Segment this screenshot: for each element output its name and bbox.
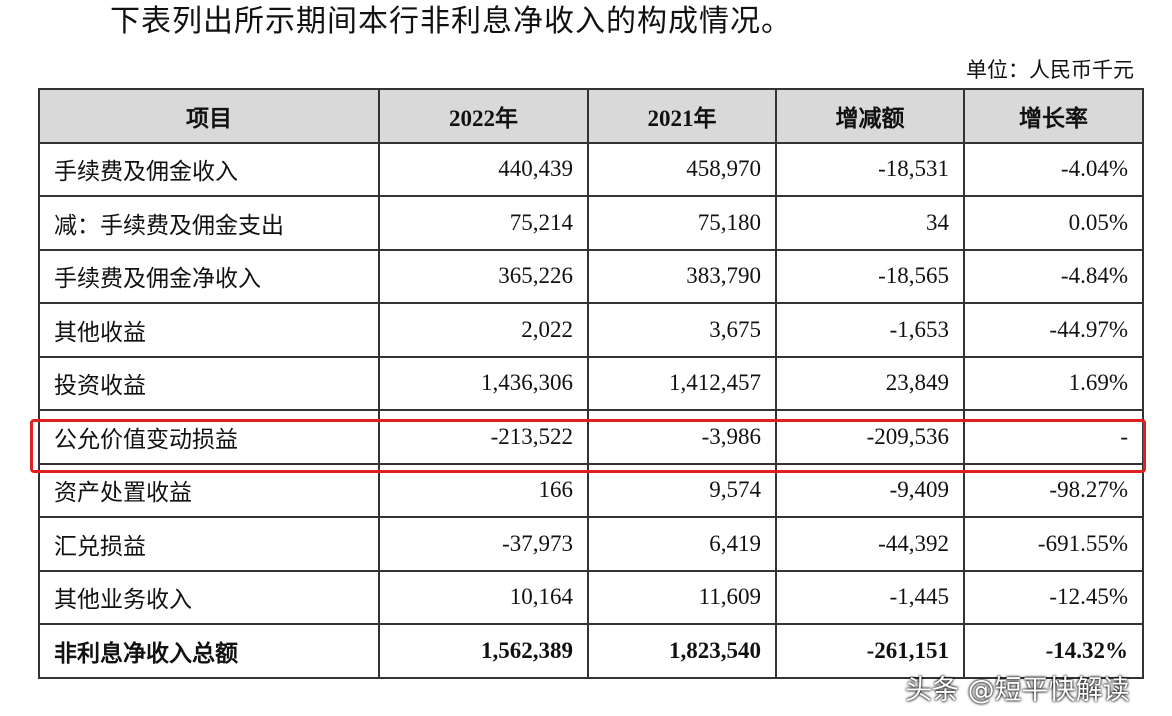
table-row: 非利息净收入总额 1,562,389 1,823,540 -261,151 -14.32… xyxy=(38,623,1144,679)
cell: 11,609 xyxy=(587,569,777,625)
cell: -18,531 xyxy=(775,141,965,197)
cell: 6,419 xyxy=(587,516,777,572)
header-row: 项目 2022年 2021年 增减额 增长率 xyxy=(38,88,1144,144)
cell: -44,392 xyxy=(775,516,965,572)
row-label: 手续费及佣金净收入 xyxy=(38,248,380,304)
cell: - xyxy=(963,409,1144,465)
title: 下表列出所示期间本行非利息净收入的构成情况。 xyxy=(110,5,792,38)
watermark: 头条 @短平快解读 xyxy=(905,675,1130,706)
cell: 383,790 xyxy=(587,248,777,304)
cell: 1.69% xyxy=(963,355,1144,411)
cell: -4.84% xyxy=(963,248,1144,304)
cell: 75,214 xyxy=(378,195,589,251)
cell: -18,565 xyxy=(775,248,965,304)
column-header: 增长率 xyxy=(963,88,1144,144)
cell: 440,439 xyxy=(378,141,589,197)
table-row: 汇兑损益 -37,973 6,419 -44,392 -691.55% xyxy=(38,516,1144,572)
unit: 单位：人民币千元 xyxy=(966,58,1134,82)
cell: 1,412,457 xyxy=(587,355,777,411)
table-row: 投资收益 1,436,306 1,412,457 23,849 1.69% xyxy=(38,355,1144,411)
cell: -14.32% xyxy=(963,623,1144,679)
table-row: 手续费及佣金收入 440,439 458,970 -18,531 -4.04% xyxy=(38,141,1144,197)
cell: -691.55% xyxy=(963,516,1144,572)
cell: 23,849 xyxy=(775,355,965,411)
column-header: 2022年 xyxy=(378,88,589,144)
row-label: 手续费及佣金收入 xyxy=(38,141,380,197)
column-header: 项目 xyxy=(38,88,380,144)
cell: -37,973 xyxy=(378,516,589,572)
table-row: 手续费及佣金净收入 365,226 383,790 -18,565 -4.84% xyxy=(38,248,1144,304)
table-row: 减：手续费及佣金支出 75,214 75,180 34 0.05% xyxy=(38,195,1144,251)
column-header: 2021年 xyxy=(587,88,777,144)
cell: 1,562,389 xyxy=(378,623,589,679)
row-label: 其他收益 xyxy=(38,302,380,358)
cell: -44.97% xyxy=(963,302,1144,358)
cell: 3,675 xyxy=(587,302,777,358)
cell: 0.05% xyxy=(963,195,1144,251)
row-label: 汇兑损益 xyxy=(38,516,380,572)
cell: -1,445 xyxy=(775,569,965,625)
cell: 75,180 xyxy=(587,195,777,251)
cell: 10,164 xyxy=(378,569,589,625)
table: 项目 2022年 2021年 增减额 增长率 手续费及佣金收入 440,439 458,97… xyxy=(38,88,1144,679)
table-row: 公允价值变动损益 -213,522 -3,986 -209,536- xyxy=(38,409,1144,465)
cell: -261,151 xyxy=(775,623,965,679)
cell: -209,536 xyxy=(775,409,965,465)
cell: 2,022 xyxy=(378,302,589,358)
cell: 458,970 xyxy=(587,141,777,197)
table-row: 其他收益 2,022 3,675 -1,653 -44.97% xyxy=(38,302,1144,358)
table-body: 手续费及佣金收入 440,439 458,970 -18,531 -4.04% 减：手续费… xyxy=(38,141,1144,679)
row-label: 其他业务收入 xyxy=(38,569,380,625)
table-row: 其他业务收入 10,164 11,609 -1,445 -12.45% xyxy=(38,569,1144,625)
cell: -12.45% xyxy=(963,569,1144,625)
cell: -3,986 xyxy=(587,409,777,465)
row-label: 非利息净收入总额 xyxy=(38,623,380,679)
cell: -4.04% xyxy=(963,141,1144,197)
cell: 34 xyxy=(775,195,965,251)
highlight-box xyxy=(30,419,1146,473)
cell: 365,226 xyxy=(378,248,589,304)
cell: 1,436,306 xyxy=(378,355,589,411)
row-label: 投资收益 xyxy=(38,355,380,411)
cell: -213,522 xyxy=(378,409,589,465)
row-label: 减：手续费及佣金支出 xyxy=(38,195,380,251)
row-label: 公允价值变动损益 xyxy=(38,409,380,465)
cell: 1,823,540 xyxy=(587,623,777,679)
cell: -1,653 xyxy=(775,302,965,358)
column-header: 增减额 xyxy=(775,88,965,144)
